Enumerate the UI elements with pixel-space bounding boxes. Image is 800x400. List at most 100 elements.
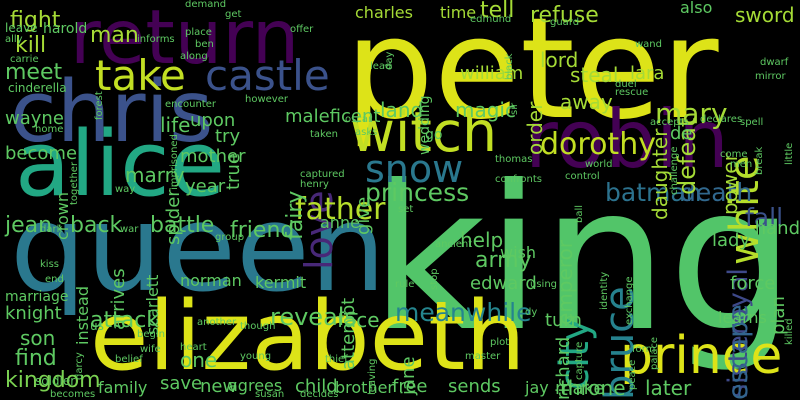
word-captured: captured — [300, 169, 345, 180]
word-norman: norman — [180, 271, 242, 290]
word-men: men — [730, 159, 753, 170]
word-maleficent: maleficent — [285, 106, 381, 127]
word-henry: henry — [300, 179, 329, 190]
word-plot: plot — [490, 337, 510, 348]
word-castle: castle — [205, 51, 330, 100]
word-stop: stop — [429, 268, 440, 290]
word-world: world — [585, 159, 613, 170]
word-ally: ally — [5, 34, 23, 45]
word-imprisoned: imprisoned — [169, 134, 180, 190]
word-control: control — [565, 171, 600, 182]
word-wand: wand — [635, 39, 662, 50]
word-together: together — [69, 161, 80, 205]
word-thief: thief — [325, 354, 348, 365]
word-break: break — [754, 146, 765, 175]
word-year: year — [185, 176, 226, 197]
word-lady: lady — [712, 230, 751, 251]
word-kiss: kiss — [40, 259, 59, 270]
word-identity: identity — [599, 271, 610, 310]
word-later: later — [645, 376, 692, 400]
word-fight: fight — [10, 8, 61, 33]
word-dwarf: dwarf — [760, 57, 789, 68]
word-peter: peter — [345, 0, 719, 151]
word-army: army — [475, 248, 532, 273]
word-ben: ben — [195, 39, 214, 50]
word-death: death — [680, 178, 753, 207]
word-free: free — [392, 376, 428, 397]
word-cinderella: cinderella — [8, 81, 67, 95]
word-however: however — [245, 94, 288, 105]
word-along: along — [180, 51, 208, 62]
word-de: de — [670, 123, 693, 144]
word-home: home — [35, 124, 64, 135]
word-save: save — [160, 373, 203, 394]
word-lara: lara — [630, 63, 665, 84]
word-return: return — [70, 0, 300, 81]
word-new: new — [200, 376, 238, 397]
word-agrees: agrees — [228, 376, 283, 395]
word-master: master — [465, 351, 501, 362]
word-try: try — [215, 126, 241, 147]
word-ball: ball — [574, 204, 585, 223]
word-encounter: encounter — [165, 99, 216, 110]
word-using: using — [530, 279, 558, 290]
word-susan: susan — [255, 389, 285, 400]
word-demand: demand — [185, 0, 227, 10]
word-wish: wish — [500, 243, 537, 262]
word-hand: hand — [754, 218, 800, 239]
word-king: king — [370, 143, 796, 376]
word-man: man — [90, 23, 139, 48]
word-thomas: thomas — [495, 154, 533, 165]
word-group: group — [215, 232, 245, 243]
word-prince: prince — [620, 326, 783, 386]
word-becomes: becomes — [50, 389, 96, 400]
word-ancient: ancient — [435, 239, 473, 250]
word-darcy: darcy — [74, 352, 85, 380]
word-chris: chris — [10, 63, 214, 162]
word-time: time — [440, 3, 477, 22]
word-learns: learns — [718, 308, 767, 327]
word-rescue: rescue — [615, 87, 649, 98]
word-confronts: confronts — [495, 174, 542, 185]
word-edward: edward — [470, 273, 537, 294]
word-find: find — [15, 346, 57, 371]
word-young: young — [240, 351, 272, 362]
word-attack: attack — [90, 308, 160, 333]
word-kill: kill — [15, 33, 47, 58]
word-magic: magic — [455, 98, 516, 122]
word-belief: belief — [115, 354, 143, 365]
word-taken: taken — [310, 129, 338, 140]
word-begin: begin — [137, 329, 165, 340]
word-arrives: arrives — [108, 268, 129, 330]
word-child: child — [295, 376, 338, 397]
word-mirror: mirror — [755, 71, 786, 82]
word-steal: steal — [570, 63, 619, 87]
word-forest: forest — [94, 91, 105, 120]
word-life: life — [160, 113, 191, 137]
word-harold: harold — [43, 21, 88, 37]
word-come: come — [720, 149, 748, 160]
word-little: little — [784, 142, 795, 165]
word-sword: sword — [735, 3, 795, 27]
word-get: get — [225, 9, 242, 20]
word-face: face — [337, 308, 380, 332]
word-lead: lead — [370, 61, 392, 72]
word-brother: brother — [335, 378, 395, 397]
word-mary: mary — [655, 97, 728, 130]
word-snow: snow — [365, 147, 464, 191]
word-heart: heart — [180, 342, 207, 353]
word-batman: batman — [605, 178, 702, 207]
word-place: place — [185, 27, 212, 38]
word-son: son — [20, 326, 56, 350]
word-force: force — [730, 273, 776, 294]
word-soldier: soldier — [35, 374, 76, 388]
word-decides: decides — [300, 389, 339, 400]
word-meet: meet — [5, 60, 63, 85]
word-scarlett: scarlett — [143, 274, 162, 335]
word-meanwhile: meanwhile — [395, 298, 532, 327]
word-also: also — [680, 0, 713, 17]
word-anne: anne — [320, 213, 360, 232]
word-black: black — [504, 53, 515, 80]
word-mother: mother — [180, 146, 246, 167]
